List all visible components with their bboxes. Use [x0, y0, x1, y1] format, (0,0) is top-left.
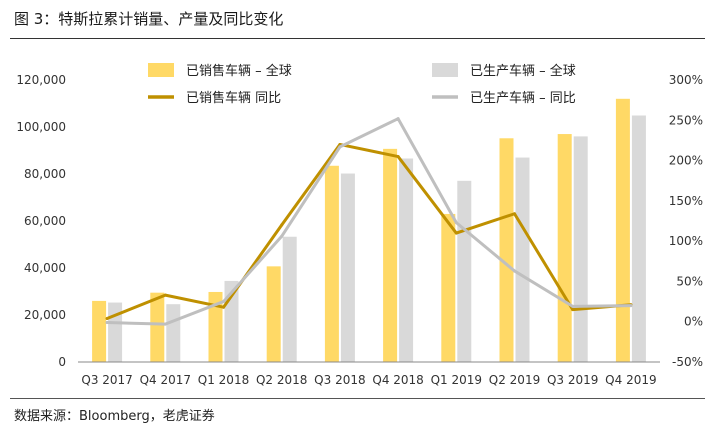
production-yoy-point-9	[629, 304, 633, 308]
production-yoy-point-6	[454, 221, 458, 225]
right-axis: -50% 0% 50% 100% 150% 200% 250% 300%	[669, 73, 703, 369]
left-tick-label: 120,000	[16, 73, 66, 87]
right-tick-label: 200%	[669, 154, 703, 168]
source-note: 数据来源：Bloomberg，老虎证券	[14, 409, 215, 424]
sales-yoy-point-3	[280, 223, 284, 227]
x-tick-label: Q3 2019	[547, 373, 598, 387]
production-bar-8	[573, 136, 588, 362]
lines-layer	[105, 117, 633, 326]
sales-yoy-point-1	[163, 293, 167, 297]
legend-label-sales-line: 已销售车辆 同比	[186, 90, 281, 106]
right-tick-label: 100%	[669, 234, 703, 248]
production-yoy-point-7	[513, 269, 516, 273]
right-tick-label: 150%	[669, 194, 703, 208]
legend-label-prod-line: 已生产车辆 – 同比	[470, 90, 576, 106]
sales-bar-4	[324, 165, 339, 362]
bars-layer	[92, 98, 646, 363]
x-tick-label: Q4 2018	[372, 373, 423, 387]
production-yoy-point-8	[571, 304, 575, 308]
legend-swatch-prod-bar	[432, 63, 458, 77]
x-tick-label: Q3 2018	[314, 373, 365, 387]
sales-yoy-point-7	[513, 212, 516, 216]
production-yoy-point-0	[105, 321, 109, 325]
left-axis: 0 20,000 40,000 60,000 80,000 100,000 120,000	[16, 73, 66, 369]
sales-bar-6	[441, 213, 456, 362]
sales-bar-8	[557, 134, 572, 362]
legend-label-sales-bar: 已销售车辆 – 全球	[186, 63, 292, 79]
x-tick-label: Q2 2019	[489, 373, 540, 387]
right-tick-label: 250%	[669, 113, 703, 127]
left-tick-label: 80,000	[24, 167, 66, 181]
title-divider	[10, 38, 705, 39]
source-divider	[10, 398, 705, 399]
production-bar-3	[282, 236, 297, 362]
sales-bar-9	[615, 98, 630, 363]
x-tick-label: Q1 2019	[431, 373, 482, 387]
sales-bar-7	[499, 138, 514, 362]
right-tick-label: -50%	[672, 355, 703, 369]
chart-title: 图 3：特斯拉累计销量、产量及同比变化	[14, 10, 284, 28]
chart: 020,00040,00060,00080,000100,000120,000 …	[16, 63, 703, 387]
production-bar-4	[340, 173, 355, 362]
legend-swatch-sales-bar	[148, 63, 174, 77]
left-tick-label: 60,000	[24, 214, 66, 228]
left-tick-label: 100,000	[16, 120, 66, 134]
sales-yoy-point-2	[222, 305, 225, 309]
left-tick-label: 0	[58, 355, 66, 369]
x-tick-label: Q2 2018	[256, 373, 307, 387]
sales-bar-3	[266, 266, 281, 362]
x-axis: Q3 2017 Q4 2017 Q1 2018 Q2 2018 Q3 2018 Q4 20…	[78, 361, 660, 387]
production-yoy-line	[105, 117, 633, 326]
legend: 已销售车辆 – 全球 已生产车辆 – 全球 已销售车辆 同比 已生产车辆 – 同…	[148, 63, 576, 106]
production-bar-0	[108, 302, 123, 362]
production-bar-6	[457, 180, 472, 362]
sales-yoy-line	[105, 142, 633, 320]
right-tick-label: 50%	[676, 274, 703, 288]
left-tick-label: 20,000	[24, 308, 66, 322]
x-tick-label: Q1 2018	[198, 373, 249, 387]
sales-bar-2	[208, 291, 223, 362]
x-tick-label: Q3 2017	[81, 373, 132, 387]
right-tick-label: 0%	[684, 315, 703, 329]
x-tick-label: Q4 2017	[140, 373, 191, 387]
sales-bar-0	[92, 300, 107, 362]
production-bar-5	[399, 158, 414, 362]
sales-yoy-point-8	[571, 308, 575, 312]
production-yoy-point-4	[338, 145, 342, 149]
sales-yoy-point-0	[105, 316, 109, 320]
production-yoy-point-5	[396, 117, 400, 121]
legend-label-prod-bar: 已生产车辆 – 全球	[470, 63, 576, 79]
sales-bar-5	[383, 148, 398, 362]
sales-yoy-point-6	[454, 231, 458, 235]
production-yoy-point-3	[280, 234, 284, 238]
sales-bar-1	[150, 292, 165, 362]
production-yoy-point-2	[222, 300, 225, 304]
sales-yoy-point-5	[396, 155, 400, 159]
production-bar-7	[515, 157, 530, 362]
left-tick-label: 40,000	[24, 261, 66, 275]
production-bar-9	[631, 115, 646, 362]
x-tick-label: Q4 2019	[605, 373, 656, 387]
production-yoy-point-1	[163, 322, 167, 326]
production-bar-1	[166, 304, 181, 362]
right-tick-label: 300%	[669, 73, 703, 87]
